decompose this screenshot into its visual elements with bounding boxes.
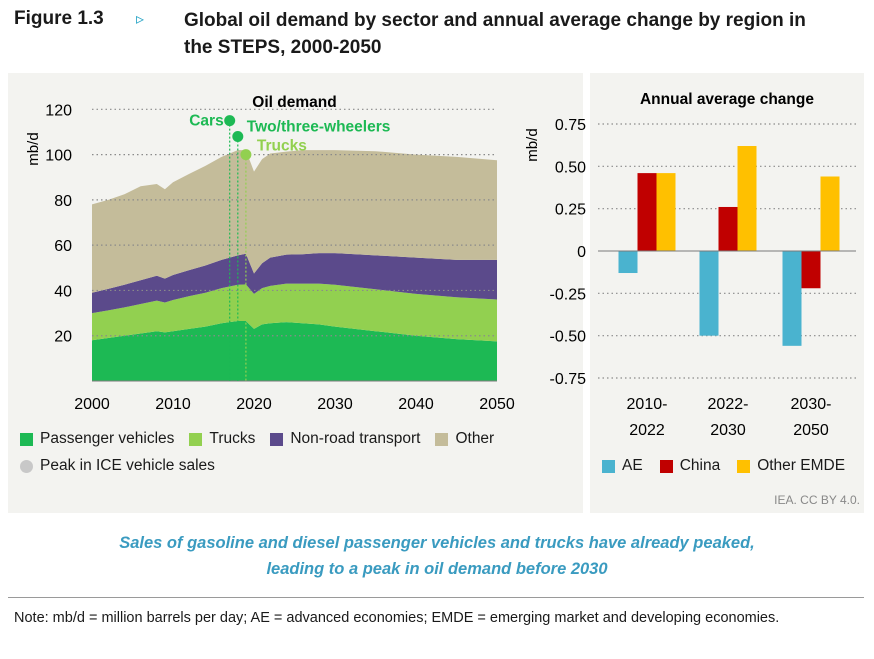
legend-swatch-other [435,432,449,446]
credit-text: IEA. CC BY 4.0. [774,493,860,507]
ytick-label-100: 100 [45,148,72,165]
area-trucks [92,283,497,342]
xtick-label-2020: 2020 [236,396,272,413]
annual-change-title: Annual average change [640,91,814,108]
bar-ytick-label-0.25: 0.25 [555,202,586,219]
legend-swatch-trucks [189,432,203,446]
figure-label: Figure 1.3 [14,8,104,29]
oil-demand-ylabel: mb/d [25,132,42,165]
oil-demand-title: Oil demand [252,94,336,111]
xtick-label-2000: 2000 [74,396,110,413]
bar-ytick-label-0: 0 [577,244,586,261]
area-other [92,150,497,293]
legend-label-other: Other [455,430,495,447]
legend-swatch-china [659,459,673,473]
change-legend: AE China Other EMDE [602,457,845,475]
annual-change-ylabel: mb/d [524,128,541,161]
bar-china-2 [801,251,821,289]
bar-ytick-label--0.75: -0.75 [550,371,587,388]
peak-marker-0 [224,115,236,127]
category-label-1-b: 2030 [710,422,746,439]
caption-line-1: Sales of gasoline and diesel passenger v… [119,534,755,552]
xtick-label-2040: 2040 [398,396,434,413]
category-label-2-b: 2050 [793,422,829,439]
ytick-label-40: 40 [54,283,72,300]
xtick-label-2030: 2030 [317,396,353,413]
bar-ytick-label--0.50: -0.50 [550,329,587,346]
xtick-label-2050: 2050 [479,396,515,413]
bar-ae-1 [699,251,719,336]
legend-swatch-nonroad [270,432,284,446]
peak-label-2: Trucks [257,138,307,155]
bar-china-1 [718,206,738,251]
legend-label-other-emde: Other EMDE [757,457,846,474]
bar-other-emde-1 [737,146,757,251]
annual-change-panel [590,73,864,513]
peak-legend: Peak in ICE vehicle sales [20,457,215,475]
peak-label-1: Two/three-wheelers [247,118,391,135]
legend-label-china: China [679,457,721,474]
legend-label-nonroad: Non-road transport [290,430,421,447]
xtick-label-2010: 2010 [155,396,191,413]
figure-title: Global oil demand by sector and annual a… [184,10,806,58]
legend-label-ae: AE [622,457,643,474]
ytick-label-60: 60 [54,238,72,255]
legend-label-passenger: Passenger vehicles [40,430,175,447]
area-passenger-vehicles [92,321,497,381]
peak-legend-label: Peak in ICE vehicle sales [40,457,215,474]
bar-ytick-label--0.25: -0.25 [550,286,587,303]
legend-swatch-passenger [20,432,33,446]
bar-ae-2 [782,251,802,346]
category-label-0-b: 2022 [629,422,665,439]
oil-demand-legend: Passenger vehicles Trucks Non-road trans… [20,430,494,448]
bar-ytick-label-0.75: 0.75 [555,117,586,134]
figure-caption: Sales of gasoline and diesel passenger v… [0,530,874,582]
legend-label-trucks: Trucks [209,430,256,447]
peak-marker-1 [232,130,244,142]
category-label-2-a: 2030- [791,396,832,413]
peak-label-0: Cars [189,113,223,130]
bar-other-emde-0 [656,173,676,251]
category-label-1-a: 2022- [708,396,749,413]
legend-swatch-other-emde [737,459,751,473]
figure-arrow-icon: ▹ [136,11,145,28]
bar-other-emde-2 [820,176,840,251]
area-non-road-transport [92,253,497,314]
legend-swatch-ae [602,459,615,473]
peak-legend-dot [20,459,33,473]
caption-line-2: leading to a peak in oil demand before 2… [266,560,608,578]
bar-ytick-label-0.50: 0.50 [555,159,586,176]
peak-marker-2 [240,149,252,161]
figure-note: Note: mb/d = million barrels per day; AE… [14,610,780,626]
note-divider [8,597,864,598]
ytick-label-20: 20 [54,329,72,346]
ytick-label-120: 120 [45,102,72,119]
bar-china-0 [637,173,657,251]
category-label-0-a: 2010- [627,396,668,413]
ytick-label-80: 80 [54,193,72,210]
bar-ae-0 [618,251,638,274]
